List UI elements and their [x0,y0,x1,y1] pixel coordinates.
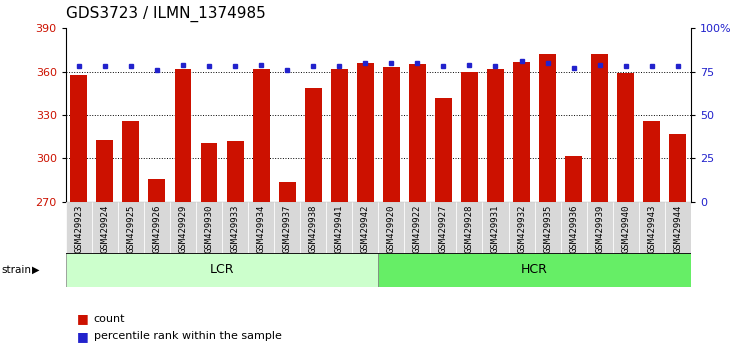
FancyBboxPatch shape [222,202,248,253]
Text: GSM429940: GSM429940 [621,204,630,253]
Bar [383,67,400,202]
Text: GSM429941: GSM429941 [335,204,344,253]
FancyBboxPatch shape [170,202,196,253]
FancyBboxPatch shape [379,253,691,287]
Bar [305,87,322,202]
FancyBboxPatch shape [509,202,534,253]
Bar [591,55,608,202]
Text: GSM429922: GSM429922 [413,204,422,253]
Bar [279,182,295,202]
Bar [539,55,556,202]
FancyBboxPatch shape [300,202,326,253]
Bar [96,139,113,202]
FancyBboxPatch shape [561,202,586,253]
Text: GDS3723 / ILMN_1374985: GDS3723 / ILMN_1374985 [66,5,265,22]
FancyBboxPatch shape [404,202,431,253]
FancyBboxPatch shape [352,202,379,253]
FancyBboxPatch shape [196,202,222,253]
FancyBboxPatch shape [66,202,92,253]
Bar [200,143,218,202]
Text: ■: ■ [77,330,88,343]
Text: GSM429937: GSM429937 [283,204,292,253]
Bar [122,121,140,202]
FancyBboxPatch shape [586,202,613,253]
Text: GSM429928: GSM429928 [465,204,474,253]
FancyBboxPatch shape [639,202,664,253]
Bar [435,98,452,202]
FancyBboxPatch shape [613,202,639,253]
Bar [330,69,348,202]
Text: HCR: HCR [521,263,548,276]
FancyBboxPatch shape [664,202,691,253]
Bar [617,73,635,202]
Text: ■: ■ [77,312,88,325]
Bar [357,63,374,202]
Text: GSM429923: GSM429923 [75,204,83,253]
FancyBboxPatch shape [144,202,170,253]
Text: GSM429931: GSM429931 [491,204,500,253]
Bar [513,62,530,202]
Bar [487,69,504,202]
Bar [70,75,87,202]
FancyBboxPatch shape [92,202,118,253]
Text: GSM429925: GSM429925 [126,204,135,253]
Text: GSM429926: GSM429926 [153,204,162,253]
Text: GSM429935: GSM429935 [543,204,552,253]
Text: LCR: LCR [210,263,235,276]
Bar [253,69,270,202]
Text: GSM429936: GSM429936 [569,204,578,253]
Bar [148,179,165,202]
FancyBboxPatch shape [431,202,456,253]
FancyBboxPatch shape [66,253,379,287]
Text: count: count [94,314,125,324]
Text: GSM429933: GSM429933 [230,204,240,253]
FancyBboxPatch shape [326,202,352,253]
Text: GSM429934: GSM429934 [257,204,265,253]
Text: ▶: ▶ [32,265,39,275]
Bar [461,72,478,202]
Text: GSM429943: GSM429943 [647,204,656,253]
Text: GSM429930: GSM429930 [205,204,213,253]
Text: GSM429924: GSM429924 [100,204,110,253]
Text: GSM429929: GSM429929 [178,204,187,253]
Text: percentile rank within the sample: percentile rank within the sample [94,331,281,341]
FancyBboxPatch shape [379,202,404,253]
Bar [175,69,192,202]
Text: strain: strain [1,265,31,275]
Text: GSM429932: GSM429932 [517,204,526,253]
Text: GSM429942: GSM429942 [361,204,370,253]
Bar [670,134,686,202]
FancyBboxPatch shape [482,202,509,253]
FancyBboxPatch shape [248,202,274,253]
Text: GSM429939: GSM429939 [595,204,604,253]
Bar [565,155,582,202]
FancyBboxPatch shape [274,202,300,253]
Bar [643,121,660,202]
Text: GSM429920: GSM429920 [387,204,395,253]
Bar [227,141,243,202]
Text: GSM429944: GSM429944 [673,204,682,253]
FancyBboxPatch shape [534,202,561,253]
FancyBboxPatch shape [456,202,482,253]
Text: GSM429938: GSM429938 [308,204,318,253]
Bar [409,64,426,202]
FancyBboxPatch shape [118,202,144,253]
Text: GSM429927: GSM429927 [439,204,448,253]
